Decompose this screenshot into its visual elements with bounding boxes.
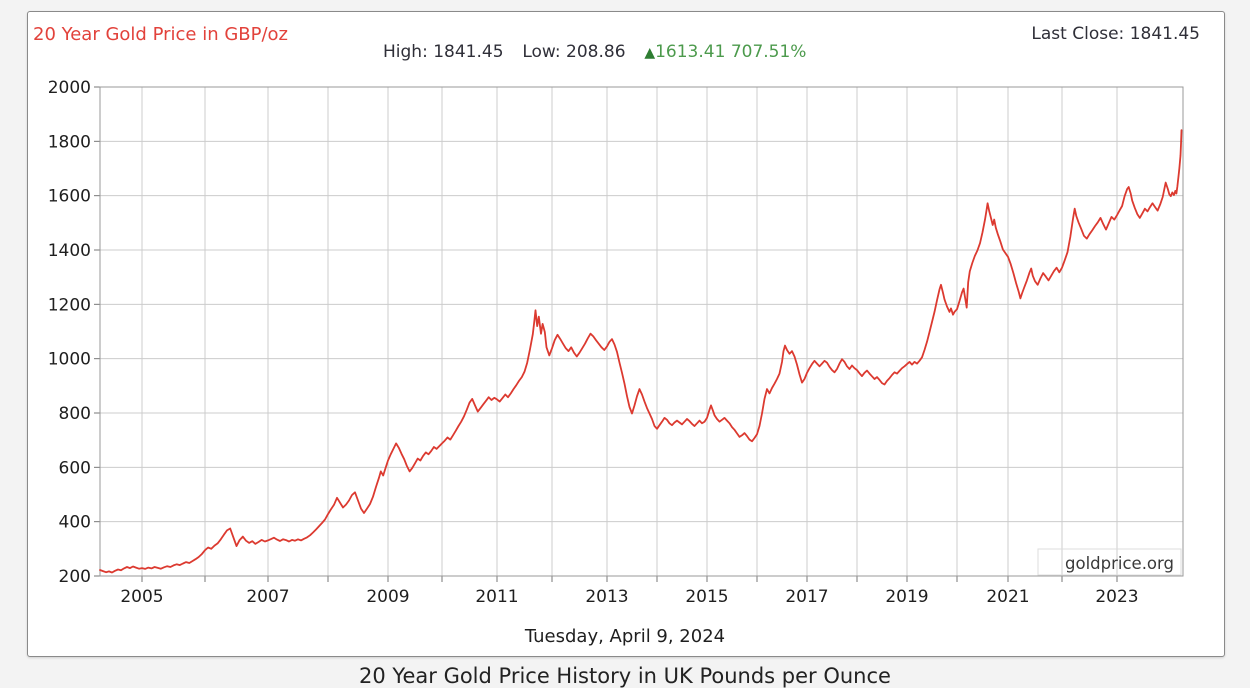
chart-panel: [27, 11, 1225, 657]
x-tick-label: 2011: [475, 587, 518, 607]
chart-title: 20 Year Gold Price in GBP/oz: [33, 24, 289, 45]
y-tick-label: 200: [59, 567, 91, 587]
plot-border: [99, 86, 1184, 577]
y-tick-label: 1800: [48, 132, 91, 152]
high-label: High:: [383, 42, 428, 62]
x-tick-label: 2013: [585, 587, 628, 607]
x-tick-label: 2009: [366, 587, 409, 607]
price-line: [99, 129, 1183, 574]
last-close-value: 1841.45: [1129, 24, 1200, 44]
last-close-label: Last Close:: [1031, 24, 1125, 44]
gridlines: [100, 86, 1183, 577]
x-tick-label: 2019: [885, 587, 928, 607]
goldprice-org-link[interactable]: goldprice.org: [1065, 554, 1174, 573]
x-tick-label: 2007: [246, 587, 289, 607]
last-close: Last Close: 1841.45: [1031, 24, 1200, 44]
y-axis-labels: 200 400 600 800 1000 1200 1400 1600 1800 2000: [48, 78, 91, 587]
y-tick-label: 1400: [48, 241, 91, 261]
date-label: Tuesday, April 9, 2024: [524, 626, 726, 647]
x-axis-labels: 2005 2007 2009 2011 2013 2015 2017 2019 2021 2023: [120, 587, 1138, 607]
change-value: 1613.41: [655, 42, 726, 62]
y-tick-label: 2000: [48, 78, 91, 98]
x-tick-label: 2021: [986, 587, 1029, 607]
page-caption: 20 Year Gold Price History in UK Pounds …: [359, 664, 891, 688]
up-arrow-icon: ▲: [644, 45, 656, 61]
stats-line: High: 1841.45 Low: 208.86 ▲1613.41 707.5…: [383, 42, 806, 62]
y-tick-label: 600: [59, 458, 91, 478]
high-value: 1841.45: [433, 42, 504, 62]
x-tick-label: 2015: [685, 587, 728, 607]
y-tick-label: 1200: [48, 295, 91, 315]
x-tick-label: 2017: [785, 587, 828, 607]
low-value: 208.86: [566, 42, 626, 62]
y-tick-label: 1600: [48, 187, 91, 207]
change-percent: 707.51%: [730, 42, 807, 62]
x-tick-label: 2023: [1095, 587, 1138, 607]
y-tick-label: 800: [59, 404, 91, 424]
y-tick-label: 1000: [48, 350, 91, 370]
y-tick-label: 400: [59, 513, 91, 533]
x-tick-label: 2005: [120, 587, 163, 607]
watermark-box: [1037, 548, 1182, 576]
low-label: Low:: [522, 42, 561, 62]
axis-ticks: [94, 86, 1118, 582]
